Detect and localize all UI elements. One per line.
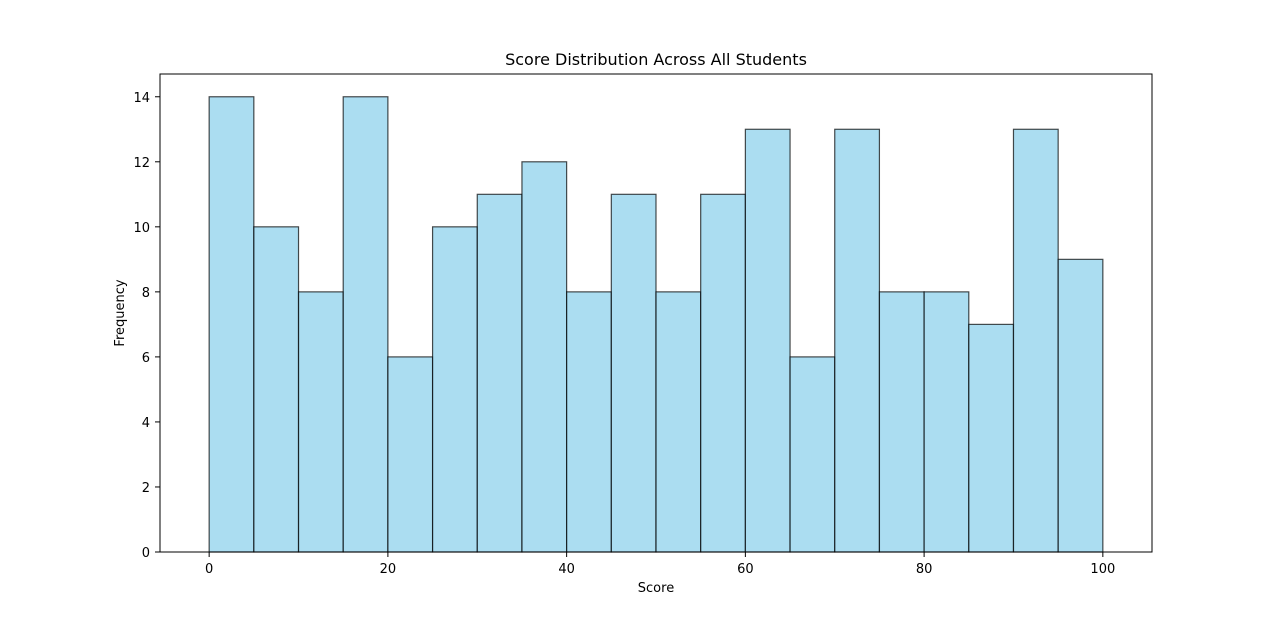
x-axis-label: Score [638,581,674,596]
y-tick-label: 12 [133,156,150,171]
y-tick-label: 4 [142,416,150,431]
x-axis-ticks: 0 20 40 60 80 100 [205,552,1115,577]
histogram-bar [1012,128,1059,553]
x-tick-label: 60 [737,562,754,577]
x-tick-label: 100 [1090,562,1115,577]
histogram-bar [521,161,568,553]
y-tick-label: 6 [142,351,150,366]
histogram-bar [610,193,657,553]
y-axis-label: Frequency [113,279,128,346]
histogram-bar [655,291,702,553]
chart-title: Score Distribution Across All Students [505,50,807,69]
bars-group [208,96,1104,553]
histogram-bar [253,226,300,553]
histogram-bar [968,323,1015,553]
histogram-bar [208,96,255,553]
x-tick-label: 80 [916,562,933,577]
histogram-bar [476,193,523,553]
histogram-bar [923,291,970,553]
histogram-bar [700,193,746,553]
histogram-bar [878,291,925,553]
histogram-bar [297,291,344,553]
plot-area-frame [159,73,1153,553]
y-tick-label: 2 [142,481,150,496]
histogram-bar [789,356,836,553]
y-tick-label: 10 [133,221,150,236]
x-tick-label: 40 [558,562,575,577]
x-tick-label: 20 [380,562,397,577]
histogram-bar [566,291,612,553]
y-tick-label: 8 [142,286,150,301]
histogram-bar [431,226,478,553]
y-tick-label: 14 [133,91,150,106]
y-axis-ticks: 0 2 4 6 8 10 12 14 [133,91,160,561]
x-tick-label: 0 [205,562,213,577]
histogram-bar [834,128,881,553]
histogram-bar [744,128,791,553]
histogram-bar [342,96,389,553]
y-tick-label: 0 [142,546,150,561]
histogram-bar [1057,258,1104,553]
histogram-bar [387,356,434,553]
